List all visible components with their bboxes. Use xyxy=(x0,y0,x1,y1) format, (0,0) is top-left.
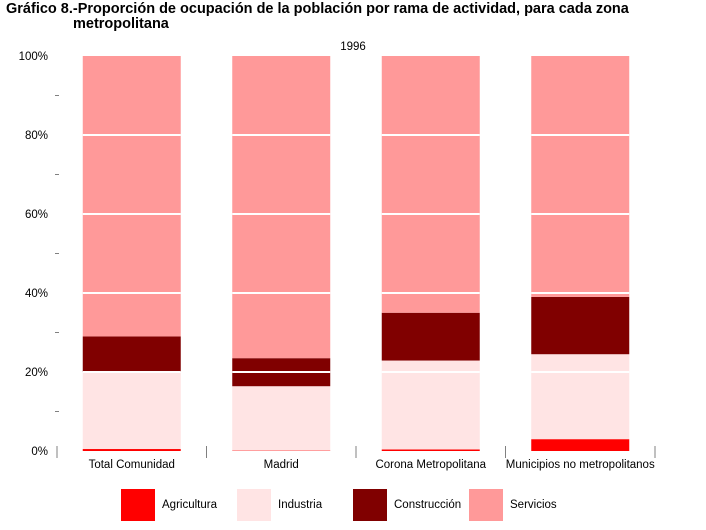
y-tick-label: 80% xyxy=(25,130,48,142)
legend-item-industria: Industria xyxy=(237,488,322,522)
x-tick-label: Municipios no metropolitanos xyxy=(506,459,655,471)
bar-segment-servicios xyxy=(381,56,480,313)
x-tick-label: Madrid xyxy=(264,459,299,471)
legend-label: Industria xyxy=(278,499,323,511)
bar-segment-industria xyxy=(82,372,181,450)
y-tick-label: 0% xyxy=(31,446,48,458)
legend-swatch xyxy=(353,489,387,521)
y-tick-label: 60% xyxy=(25,209,48,221)
legend-swatch xyxy=(469,489,503,521)
legend-swatch xyxy=(237,489,271,521)
bar-segment-industria xyxy=(381,360,480,450)
legend-item-construcción: Construcción xyxy=(353,488,461,522)
x-tick-label: Corona Metropolitana xyxy=(375,459,486,471)
legend-item-agricultura: Agricultura xyxy=(121,488,217,522)
bar-segment-agricultura xyxy=(82,449,181,451)
bar-segment-agricultura xyxy=(531,439,630,451)
bar-segment-agricultura xyxy=(381,449,480,451)
legend-label: Construcción xyxy=(394,499,462,511)
bar-segment-servicios xyxy=(531,56,630,297)
legend-label: Servicios xyxy=(510,499,557,511)
legend-label: Agricultura xyxy=(162,499,217,511)
y-tick-label: 100% xyxy=(19,51,48,63)
bar-segment-servicios xyxy=(82,56,181,337)
y-tick-label: 20% xyxy=(25,367,48,379)
chart-title: Gráfico 8.-Proporción de ocupación de la… xyxy=(6,2,696,32)
stacked-bar-chart: 1996 Total Comunidad Madrid Corona Metropol… xyxy=(19,41,656,471)
bar-segment-construcción xyxy=(531,296,630,355)
y-tick-label: 40% xyxy=(25,288,48,300)
x-tick-label: Total Comunidad xyxy=(89,459,175,471)
legend-swatch xyxy=(121,489,155,521)
bar-segment-servicios xyxy=(232,56,331,359)
chart-legend: Agricultura Industria Construcción Servicio… xyxy=(0,488,706,522)
chart-subtitle: 1996 xyxy=(340,41,366,53)
chart-title-line1: Gráfico 8.-Proporción de ocupación de la… xyxy=(6,1,629,17)
bar-segment-construcción xyxy=(381,312,480,361)
bar-segment-industria xyxy=(232,386,331,451)
legend-item-servicios: Servicios xyxy=(469,488,557,522)
chart-title-line2: metropolitana xyxy=(73,16,169,32)
bar-segment-industria xyxy=(531,354,630,440)
bar-segment-construcción xyxy=(82,336,181,372)
